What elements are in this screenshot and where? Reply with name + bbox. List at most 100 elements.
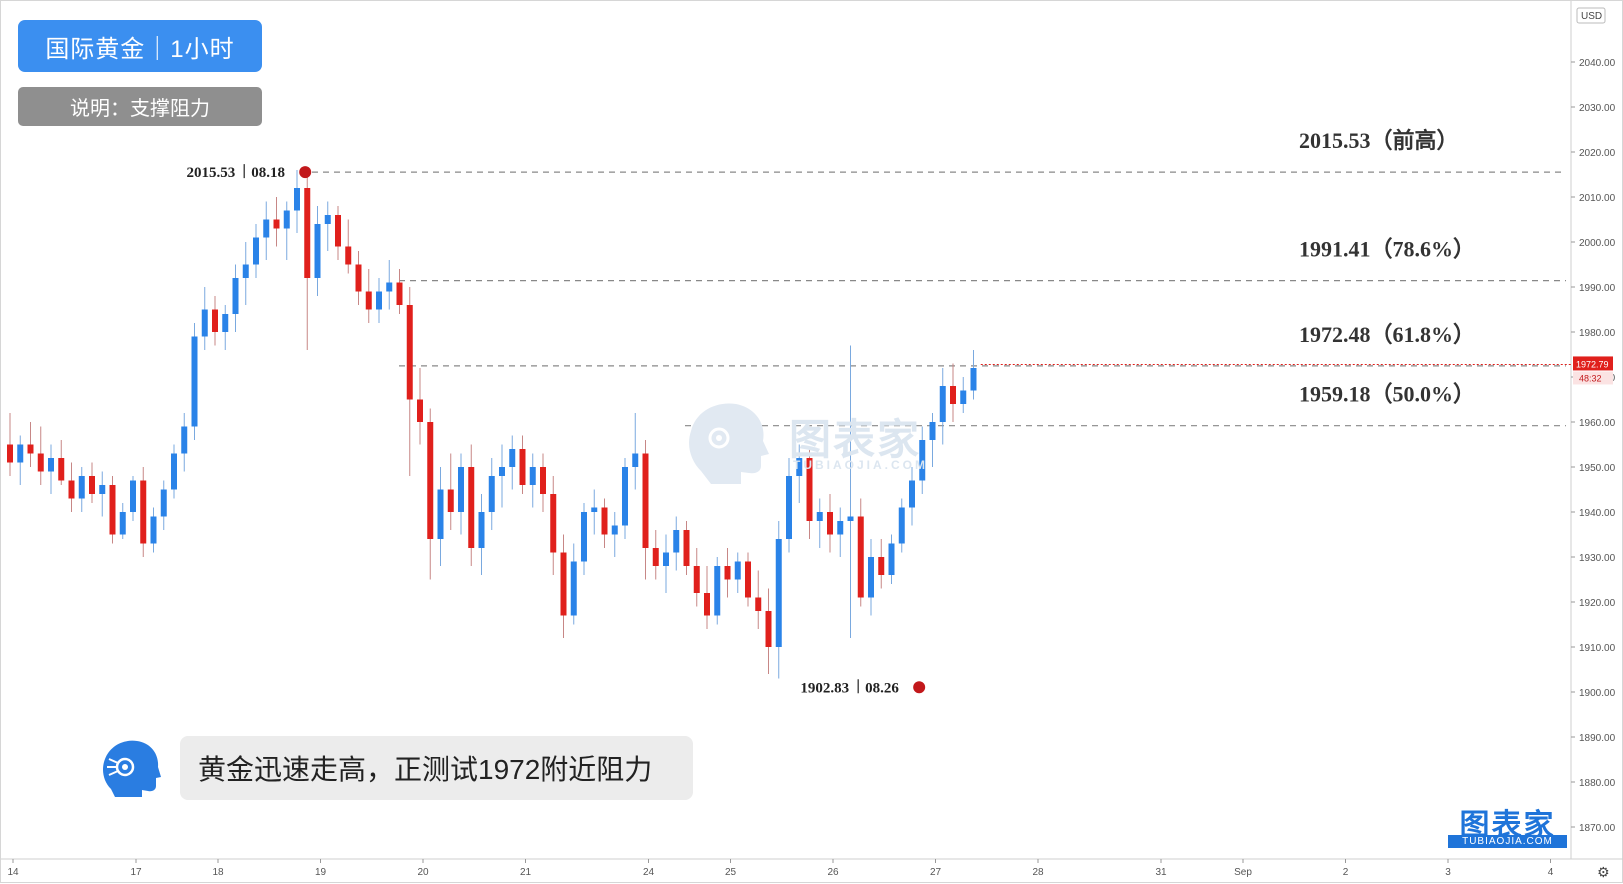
candle-body [888,543,895,575]
candle-body [437,489,444,539]
candle-body [734,561,741,580]
candle-body [130,480,136,512]
commentary-bubble: 黄金迅速走高，正测试1972附近阻力 [180,736,693,800]
candle-body [765,611,772,647]
y-tick-label: 1880.00 [1579,778,1616,789]
candle-body [704,593,710,616]
y-tick-label: 2020.00 [1579,148,1616,159]
candle-body [263,219,270,238]
candle-body [283,210,290,229]
candle-body [335,215,341,247]
x-tick-label: 2 [1343,867,1349,878]
candle-body [550,494,557,553]
x-tick-label: 4 [1548,867,1554,878]
candle-body [17,444,24,463]
candle-body [950,386,956,404]
candle-body [109,485,116,535]
brand-logo-text: 图表家 [1459,808,1556,843]
candle-body [417,399,423,422]
y-tick-label: 1950.00 [1579,463,1616,474]
watermark-head-icon [689,403,769,484]
y-tick-label: 1960.00 [1579,418,1616,429]
candle-body [868,557,874,598]
candle-body [816,512,823,521]
candle-body [355,264,362,292]
settings-gear-icon: ⚙ [1597,865,1610,881]
high-marker [299,166,312,179]
y-tick-label: 1920.00 [1579,598,1616,609]
x-tick-label: 21 [520,867,532,878]
candle-body [212,309,218,332]
candle-body [529,467,536,485]
currency-label: USD [1581,11,1602,22]
x-tick-label: 31 [1155,867,1167,878]
candle-body [48,458,54,472]
candle-body [468,467,475,548]
currency-box [1576,7,1606,24]
candle-body [150,516,157,544]
candle-body [37,453,44,472]
price-tag-label: 1972.79 [1576,359,1609,369]
candle-body [89,476,95,494]
low-marker [913,681,926,694]
brand-logo-subtext: TUBIAOJIA.COM [1448,835,1567,848]
candle-body [683,530,690,566]
candle-body [622,467,628,526]
candle-body [78,476,85,499]
candle-body [693,566,700,593]
y-tick-label: 1890.00 [1579,733,1616,744]
candle-body [960,390,967,404]
x-tick-label: Sep [1234,867,1252,878]
candle-body [171,453,177,490]
x-tick-label: 3 [1445,867,1451,878]
candle-body [827,512,833,535]
x-tick-label: 25 [725,867,737,878]
x-tick-label: 17 [130,867,142,878]
candle-body [314,224,321,278]
x-tick-label: 14 [7,867,19,878]
candle-body [201,309,208,337]
extreme-date-label: 08.26 [865,680,899,696]
candle-body [499,467,505,476]
candle-body [191,336,198,427]
x-tick-label: 28 [1032,867,1044,878]
candle-body [632,453,639,467]
y-tick-label: 2040.00 [1579,58,1616,69]
y-tick-label: 2030.00 [1579,103,1616,114]
note-chip: 说明：支撑阻力 [18,87,262,126]
candle-body [673,530,680,553]
candle-body [540,467,546,494]
candle-body [458,467,464,512]
candle-body [857,516,864,598]
candle-body [27,444,34,454]
extreme-price-label: 2015.53 [186,165,235,181]
x-tick-label: 18 [212,867,224,878]
candle-body [755,597,762,611]
candle-body [376,291,382,310]
candle-body [232,278,239,314]
candle-body [837,521,844,535]
y-tick-label: 1910.00 [1579,643,1616,654]
x-tick-label: 26 [827,867,839,878]
candle-body [181,426,188,454]
candle-body [919,440,926,481]
candle-body [253,237,259,265]
candle-body [345,246,352,265]
candle-body [581,512,587,562]
candle-body [909,480,915,508]
candle-body [242,264,249,278]
candle-body [796,458,803,476]
candle-body [222,314,229,332]
y-tick-label: 2000.00 [1579,238,1616,249]
extreme-price-label: 1902.83 [800,680,849,696]
brand-logo: 图表家 TUBIAOJIA.COM [1448,800,1567,850]
x-tick-label: 20 [417,867,429,878]
candle-body [119,512,126,535]
level-label: 1972.48（61.8%） [1299,322,1475,347]
candle-body [406,305,413,400]
candle-body [663,552,669,566]
candle-body [929,422,936,440]
candle-body [68,480,75,499]
